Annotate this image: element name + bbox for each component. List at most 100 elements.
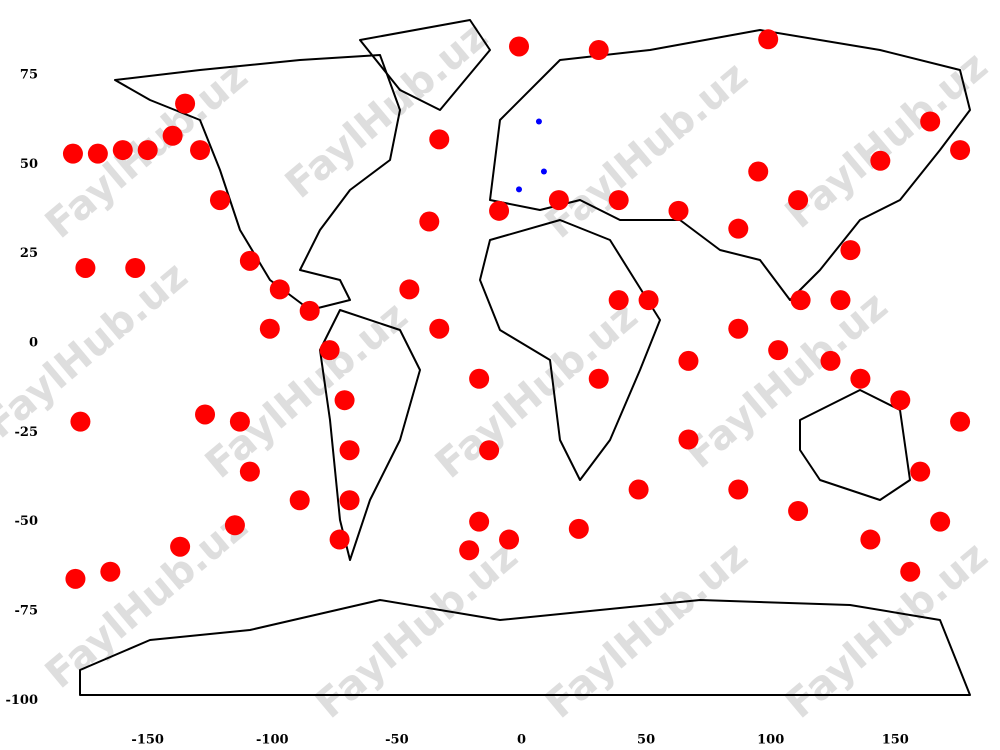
watermark: FaylHub.uz <box>37 503 257 698</box>
quake-point <box>170 536 191 557</box>
quake-point <box>125 257 146 278</box>
quake-point <box>209 190 230 211</box>
quake-point <box>259 318 280 339</box>
quake-point <box>900 561 921 582</box>
quake-point <box>930 511 951 532</box>
quake-point <box>748 161 769 182</box>
x-tick-label: -100 <box>256 733 289 748</box>
x-tick-label: 0 <box>517 733 526 748</box>
quake-point <box>429 318 450 339</box>
quake-point <box>479 440 500 461</box>
quake-point <box>137 140 158 161</box>
north-america <box>114 54 401 311</box>
quake-point <box>112 140 133 161</box>
quake-point <box>319 340 340 361</box>
quake-point <box>65 568 86 589</box>
eurasia <box>489 29 971 301</box>
quake-point <box>175 93 196 114</box>
quake-point <box>788 500 809 521</box>
quake-point <box>195 404 216 425</box>
quake-point <box>224 515 245 536</box>
y-tick-label: -25 <box>15 425 39 440</box>
quake-point <box>419 211 440 232</box>
quake-point <box>588 40 609 61</box>
quake-point <box>540 168 547 175</box>
africa <box>479 219 661 481</box>
quake-point <box>860 529 881 550</box>
quake-point <box>469 511 490 532</box>
quake-point <box>70 411 91 432</box>
quake-point <box>608 190 629 211</box>
quake-point <box>429 129 450 150</box>
quake-point <box>190 140 211 161</box>
quake-point <box>535 118 542 125</box>
quake-point <box>469 368 490 389</box>
quake-point <box>820 350 841 371</box>
quake-point <box>768 340 789 361</box>
antarctica <box>79 599 971 696</box>
quake-point <box>509 36 530 57</box>
quake-point <box>588 368 609 389</box>
y-tick-label: -75 <box>15 604 39 619</box>
quake-point <box>399 279 420 300</box>
y-tick-label: 0 <box>29 336 38 351</box>
quake-point <box>229 411 250 432</box>
quake-point <box>790 290 811 311</box>
watermark: FaylHub.uz <box>307 533 527 728</box>
quake-point <box>890 390 911 411</box>
y-tick-label: 75 <box>20 68 38 83</box>
quake-point <box>339 490 360 511</box>
quake-point <box>950 140 971 161</box>
quake-point <box>299 300 320 321</box>
watermark: FaylHub.uz <box>427 293 647 488</box>
x-tick-label: 100 <box>757 733 784 748</box>
quake-point <box>728 479 749 500</box>
quake-point <box>459 540 480 561</box>
quake-point <box>269 279 290 300</box>
quake-point <box>950 411 971 432</box>
quake-point <box>289 490 310 511</box>
quake-point <box>339 440 360 461</box>
x-tick-label: -50 <box>385 733 409 748</box>
quake-point <box>920 111 941 132</box>
x-tick-label: -150 <box>131 733 164 748</box>
quake-point <box>100 561 121 582</box>
quake-point <box>678 350 699 371</box>
quake-point <box>568 518 589 539</box>
quake-point <box>489 200 510 221</box>
y-tick-label: 25 <box>20 246 38 261</box>
quake-point <box>850 368 871 389</box>
watermark: FaylHub.uz <box>197 293 417 488</box>
y-tick-label: -50 <box>15 514 39 529</box>
quake-point <box>87 143 108 164</box>
y-tick-label: 50 <box>20 157 38 172</box>
quake-point <box>628 479 649 500</box>
quake-point <box>840 240 861 261</box>
quake-point <box>638 290 659 311</box>
quake-point <box>608 290 629 311</box>
quake-point <box>334 390 355 411</box>
quake-point <box>75 257 96 278</box>
y-tick-label: -100 <box>5 693 38 708</box>
quake-point <box>239 461 260 482</box>
quake-point <box>788 190 809 211</box>
quake-point <box>499 529 520 550</box>
quake-point <box>62 143 83 164</box>
quake-point <box>728 318 749 339</box>
quake-point <box>910 461 931 482</box>
watermark: FaylHub.uz <box>277 13 497 208</box>
x-tick-label: 150 <box>882 733 909 748</box>
quake-point <box>678 429 699 450</box>
quake-point <box>162 125 183 146</box>
quake-point <box>516 186 523 193</box>
quake-point <box>668 200 689 221</box>
quake-point <box>870 150 891 171</box>
greenland <box>359 19 491 111</box>
points <box>62 29 971 589</box>
quake-point <box>239 250 260 271</box>
coastlines <box>79 19 971 696</box>
quake-point <box>758 29 779 50</box>
watermark: FaylHub.uz <box>537 53 757 248</box>
south-america <box>319 309 421 561</box>
